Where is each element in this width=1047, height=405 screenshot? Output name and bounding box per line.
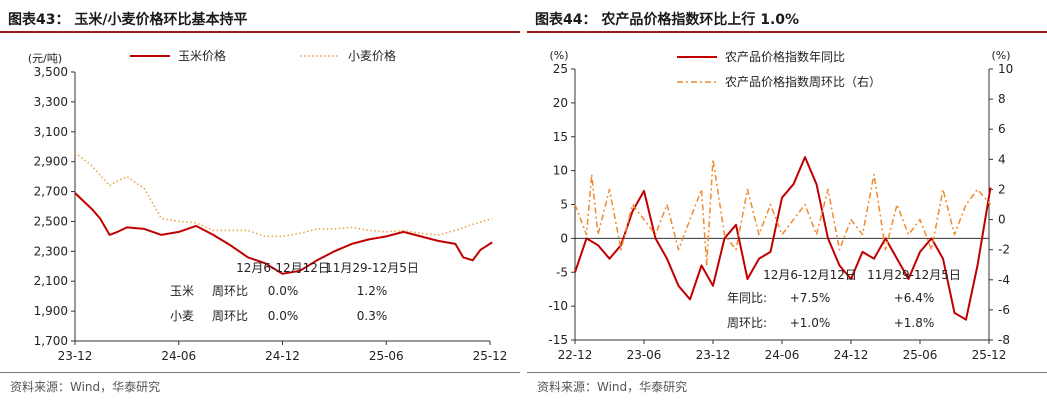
annotation-value: +1.8% (894, 316, 935, 330)
annotation-value: +6.4% (894, 291, 935, 305)
annotation-value: 0.0% (268, 284, 299, 298)
annotation-row-sublabel: 周环比 (212, 309, 248, 323)
left-chart-title: 图表43： 玉米/小麦价格环比基本持平 (8, 12, 248, 28)
annotation-row-label: 玉米 (170, 284, 194, 298)
series-line-2 (574, 158, 992, 266)
left-source-note: 资料来源：Wind，华泰研究 (10, 380, 161, 394)
y-tick-label: 2,500 (34, 214, 68, 228)
annotation-row-label: 周环比: (727, 316, 767, 330)
right-title-divider (527, 31, 1047, 33)
y-tick-label: -15 (548, 333, 568, 347)
y-tick-label: 20 (553, 96, 568, 110)
annotation-row-sublabel: 周环比 (212, 284, 248, 298)
corn-wheat-price-chart: (元/吨) 1,700 1,900 2,100 2,300 2,500 2,700 2,900… (28, 48, 508, 363)
series-line-2 (74, 152, 493, 238)
x-tick-label: 24-06 (161, 349, 196, 363)
x-tick-label: 24-06 (765, 348, 800, 362)
y-axis-unit-label: (元/吨) (28, 52, 62, 65)
y-tick-label: 5 (560, 198, 568, 212)
right-source-divider (527, 372, 1047, 373)
y-right-tick-label: 6 (998, 122, 1006, 136)
series-line-1 (74, 192, 493, 275)
annotation-value: +7.5% (790, 291, 831, 305)
annotation-value: 0.0% (268, 309, 299, 323)
y-tick-label: 15 (553, 130, 568, 144)
right-source-note: 资料来源：Wind，华泰研究 (537, 380, 688, 394)
annotation-value: 0.3% (357, 309, 388, 323)
y-right-tick-label: -6 (998, 303, 1010, 317)
y-axis-right-unit-label: (%) (991, 49, 1010, 62)
annotation-header: 11月29-12月5日 (867, 268, 961, 282)
annotation-header: 11月29-12月5日 (325, 261, 419, 275)
annotation-value: 1.2% (357, 284, 388, 298)
y-tick-label: 3,100 (34, 125, 68, 139)
x-tick-label: 23-06 (627, 348, 662, 362)
y-tick-label: 10 (553, 164, 568, 178)
annotation-header: 12月6-12月12日 (763, 268, 857, 282)
y-right-tick-label: 2 (998, 182, 1006, 196)
left-title-divider (0, 31, 520, 33)
y-right-tick-label: -2 (998, 243, 1010, 257)
y-right-tick-label: 0 (998, 213, 1006, 227)
annotation-header: 12月6-12月12日 (236, 261, 330, 275)
y-tick-label: -10 (548, 299, 568, 313)
x-tick-label: 25-06 (903, 348, 938, 362)
y-tick-label: -5 (556, 265, 568, 279)
agri-price-index-chart: (%) (%) -15 -10 -5 0 5 10 15 20 25 -8 -6 -4 -2 0 2 4 6 8 10 2… (548, 49, 1013, 362)
x-tick-label: 23-12 (58, 349, 93, 363)
x-tick-label: 24-12 (265, 349, 300, 363)
x-tick-label: 22-12 (558, 348, 593, 362)
legend-label-1: 玉米价格 (178, 48, 226, 63)
y-tick-label: 1,700 (34, 334, 68, 348)
annotation-value: +1.0% (790, 316, 831, 330)
y-right-tick-label: 10 (998, 62, 1013, 76)
legend-label-2: 农产品价格指数周环比（右） (725, 74, 881, 89)
x-tick-label: 25-12 (972, 348, 1007, 362)
y-right-tick-label: 8 (998, 92, 1006, 106)
y-axis-unit-label: (%) (549, 49, 568, 62)
left-chart-panel: 图表43： 玉米/小麦价格环比基本持平 (元/吨) 1,700 1,900 2,100… (0, 0, 520, 405)
y-right-tick-label: -4 (998, 273, 1010, 287)
right-chart-title: 图表44： 农产品价格指数环比上行 1.0% (535, 12, 800, 28)
series-line-1 (574, 156, 992, 321)
annotation-row-label: 小麦 (170, 309, 194, 323)
annotation-row-label: 年同比: (727, 291, 767, 305)
y-tick-label: 25 (553, 62, 568, 76)
legend-label-2: 小麦价格 (348, 48, 396, 63)
left-source-divider (0, 372, 520, 373)
y-tick-label: 1,900 (34, 304, 68, 318)
legend-label-1: 农产品价格指数年同比 (725, 49, 845, 64)
x-tick-label: 25-12 (473, 349, 508, 363)
x-tick-label: 24-12 (834, 348, 869, 362)
y-tick-label: 0 (560, 231, 568, 245)
x-tick-label: 23-12 (696, 348, 731, 362)
y-tick-label: 2,900 (34, 155, 68, 169)
y-right-tick-label: -8 (998, 333, 1010, 347)
y-tick-label: 2,300 (34, 244, 68, 258)
y-tick-label: 2,700 (34, 185, 68, 199)
x-tick-label: 25-06 (369, 349, 404, 363)
right-chart-panel: 图表44： 农产品价格指数环比上行 1.0% (%) (%) -15 -10 -5 0 5 1… (527, 0, 1047, 405)
y-tick-label: 3,500 (34, 65, 68, 79)
y-tick-label: 2,100 (34, 274, 68, 288)
y-right-tick-label: 4 (998, 152, 1006, 166)
y-tick-label: 3,300 (34, 95, 68, 109)
